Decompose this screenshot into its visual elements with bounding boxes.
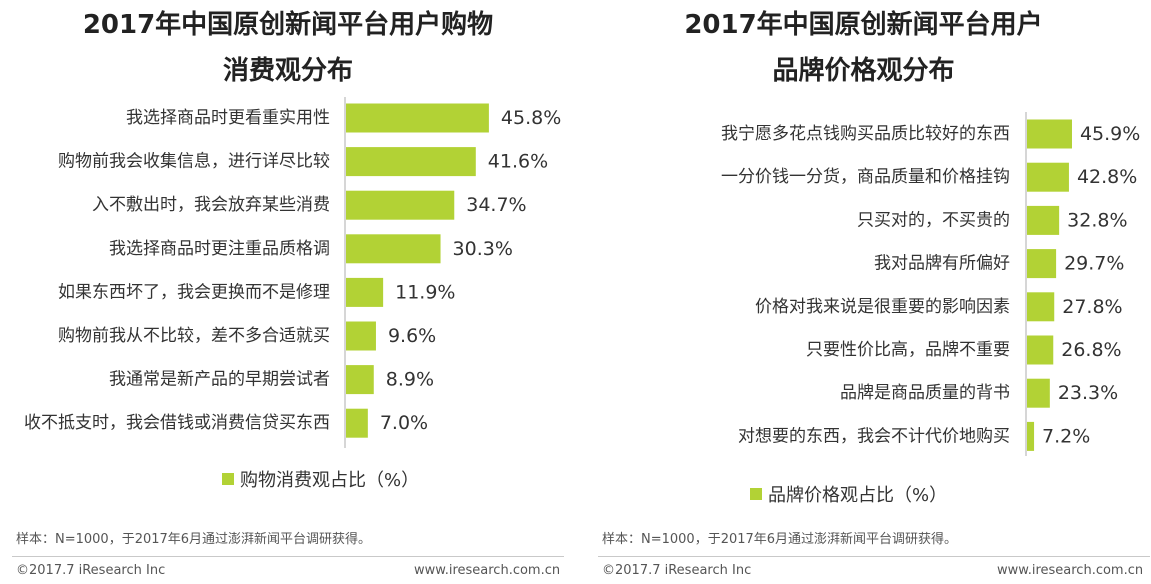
- right-chart-category-label: 价格对我来说是很重要的影响因素: [755, 297, 1010, 317]
- left-chart-value-label: 9.6%: [388, 325, 436, 347]
- left-chart-legend: 购物消费观占比（%）: [222, 466, 419, 492]
- left-chart-category-label: 购物前我会收集信息，进行详尽比较: [58, 152, 330, 172]
- right-chart-category-label: 我宁愿多花点钱购买品质比较好的东西: [721, 124, 1010, 144]
- right-legend-swatch: [750, 488, 762, 500]
- left-chart-value-label: 41.6%: [488, 151, 548, 173]
- left-footer-copyright: ©2017.7 iResearch Inc: [16, 563, 166, 578]
- left-chart-bar: [346, 321, 376, 351]
- left-footer-divider: [12, 556, 564, 557]
- right-chart-bar: [1027, 292, 1055, 322]
- left-footer-website: www.iresearch.com.cn: [414, 563, 561, 578]
- left-chart-category-label: 收不抵支时，我会借钱或消费信贷买东西: [24, 413, 330, 433]
- right-chart-value-label: 32.8%: [1067, 209, 1127, 231]
- right-chart-category-label: 只要性价比高，品牌不重要: [806, 340, 1010, 360]
- right-chart-bar: [1027, 378, 1050, 408]
- left-chart-title-line-1: 2017年中国原创新闻平台用户购物: [82, 10, 494, 40]
- right-chart-category-label: 只买对的，不买贵的: [857, 210, 1010, 230]
- left-chart-bar: [346, 365, 374, 395]
- right-chart-bar: [1027, 335, 1054, 365]
- right-chart-value-label: 23.3%: [1058, 382, 1118, 404]
- left-chart-value-label: 11.9%: [395, 281, 455, 303]
- left-chart-category-label: 我选择商品时更看重实用性: [126, 108, 330, 128]
- right-footer-website: www.iresearch.com.cn: [997, 563, 1144, 578]
- right-chart-value-label: 29.7%: [1064, 253, 1124, 275]
- right-sample-note: 样本：N=1000，于2017年6月通过澎湃新闻平台调研获得。: [602, 532, 958, 547]
- right-chart-bar: [1027, 162, 1069, 192]
- left-chart-category-label: 购物前我从不比较，差不多合适就买: [58, 326, 330, 346]
- right-chart-category-label: 我对品牌有所偏好: [874, 254, 1010, 274]
- left-chart-title: 2017年中国原创新闻平台用户购物 消费观分布: [0, 2, 576, 94]
- right-chart-bar: [1027, 421, 1035, 451]
- right-chart-value-label: 42.8%: [1077, 166, 1137, 188]
- right-chart-bar: [1027, 249, 1057, 279]
- right-chart-category-label: 对想要的东西，我会不计代价地购买: [738, 426, 1010, 446]
- left-chart-bar: [346, 234, 441, 264]
- left-sample-note: 样本：N=1000，于2017年6月通过澎湃新闻平台调研获得。: [16, 532, 372, 547]
- right-chart-category-label: 一分价钱一分货，商品质量和价格挂钩: [721, 167, 1010, 187]
- left-chart-value-label: 7.0%: [380, 412, 428, 434]
- left-chart-bar: [346, 147, 476, 177]
- right-chart-value-label: 26.8%: [1061, 339, 1121, 361]
- left-chart-bar: [346, 103, 489, 133]
- left-chart-bar: [346, 190, 455, 220]
- right-chart-value-label: 7.2%: [1042, 425, 1090, 447]
- right-chart-bar: [1027, 119, 1072, 149]
- left-chart-category-label: 我通常是新产品的早期尝试者: [109, 370, 330, 390]
- right-chart-legend: 品牌价格观占比（%）: [750, 481, 947, 507]
- left-chart-value-label: 8.9%: [386, 369, 434, 391]
- left-chart-value-label: 30.3%: [453, 238, 513, 260]
- right-chart-title-line-1: 2017年中国原创新闻平台用户: [684, 10, 1043, 40]
- left-chart-category-label: 入不敷出时，我会放弃某些消费: [92, 195, 330, 215]
- left-chart-bar: [346, 277, 384, 307]
- right-legend-label: 品牌价格观占比（%）: [768, 485, 948, 506]
- left-chart-bar: [346, 408, 368, 438]
- left-chart-title-line-2: 消费观分布: [222, 56, 353, 86]
- left-chart-category-label: 如果东西坏了，我会更换而不是修理: [58, 282, 330, 302]
- right-chart-title-line-2: 品牌价格观分布: [772, 56, 955, 86]
- left-legend-swatch: [222, 473, 234, 485]
- right-chart-title: 2017年中国原创新闻平台用户 品牌价格观分布: [576, 2, 1151, 94]
- right-chart-value-label: 45.9%: [1080, 123, 1140, 145]
- left-chart-category-label: 我选择商品时更注重品质格调: [109, 239, 330, 259]
- right-chart-value-label: 27.8%: [1062, 296, 1122, 318]
- left-legend-label: 购物消费观占比（%）: [240, 470, 420, 491]
- right-chart-category-label: 品牌是商品质量的背书: [840, 383, 1010, 403]
- left-chart-value-label: 34.7%: [466, 194, 526, 216]
- right-footer-copyright: ©2017.7 iResearch Inc: [602, 563, 752, 578]
- right-footer-divider: [598, 556, 1150, 557]
- right-chart-bar: [1027, 205, 1060, 235]
- left-chart-value-label: 45.8%: [501, 107, 561, 129]
